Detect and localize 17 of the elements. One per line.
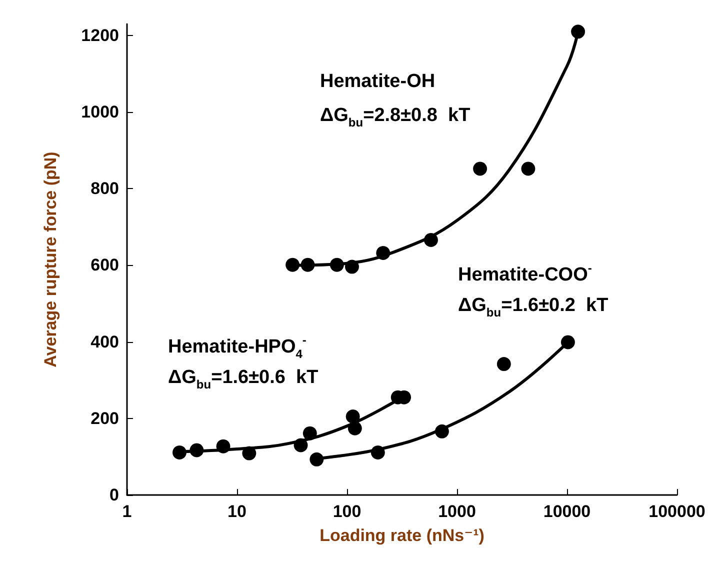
y-tick-label: 0 <box>110 486 119 504</box>
y-tick-label: 1000 <box>81 102 119 122</box>
x-tick-label: 10 <box>228 502 246 521</box>
y-tick-label: 600 <box>90 256 119 275</box>
x-tick-label: 100 <box>332 502 362 521</box>
annotation: Hematite-OH <box>320 71 436 92</box>
y-tick-label: 800 <box>90 179 119 198</box>
x-axis-title: Loading rate (nNs⁻¹) <box>320 526 484 545</box>
annotation: Hematite-COO- <box>458 261 592 286</box>
x-tick-label: 10000 <box>543 502 591 521</box>
y-tick-label: 200 <box>90 408 119 428</box>
y-tick-label: 400 <box>90 332 119 352</box>
x-tick-label: 100000 <box>648 502 706 521</box>
y-axis-title: Average rupture force (pN) <box>41 152 60 368</box>
x-tick-label: 1 <box>122 502 132 521</box>
y-tick-label: 1200 <box>81 26 119 45</box>
x-tick-label: 1000 <box>438 502 476 521</box>
